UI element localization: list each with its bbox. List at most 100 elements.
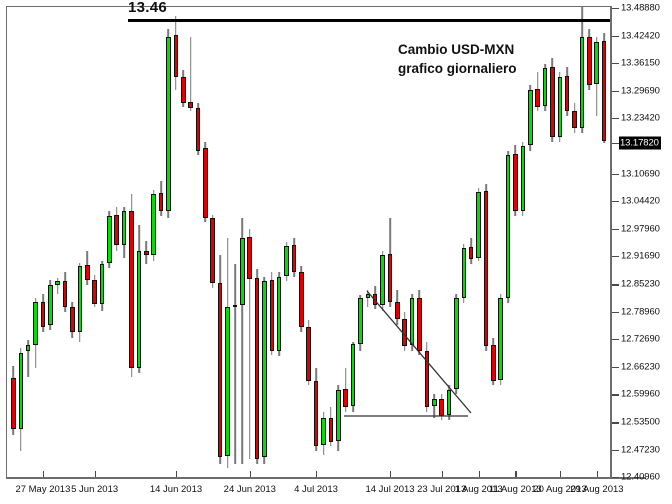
candle-body-bullish bbox=[240, 237, 245, 305]
price-tick bbox=[612, 256, 619, 258]
candlestick bbox=[454, 294, 459, 395]
candlestick bbox=[18, 348, 24, 451]
price-tick bbox=[612, 284, 619, 286]
candle-body-bullish bbox=[454, 298, 459, 389]
candle-body-bearish bbox=[203, 148, 208, 218]
price-axis-label: 13.04420 bbox=[621, 195, 660, 207]
candle-body-bearish bbox=[513, 154, 518, 212]
candlestick bbox=[587, 28, 592, 90]
price-axis-label: 12.72690 bbox=[621, 333, 660, 345]
candlestick bbox=[572, 102, 577, 134]
candlestick bbox=[417, 289, 422, 355]
price-axis-label: 13.42420 bbox=[621, 30, 660, 42]
candle-wick bbox=[241, 217, 244, 464]
date-axis-label: 27 May 2013 bbox=[15, 484, 71, 495]
candlestick bbox=[33, 297, 38, 369]
price-tick bbox=[612, 118, 619, 120]
candle-body-bullish bbox=[557, 76, 563, 137]
candle-body-bullish bbox=[99, 263, 105, 304]
candlestick bbox=[195, 102, 201, 155]
candlestick bbox=[328, 407, 334, 447]
candle-wick bbox=[189, 37, 192, 112]
candlestick bbox=[276, 272, 282, 356]
candle-wick bbox=[248, 228, 251, 460]
candle-body-bearish bbox=[387, 254, 393, 302]
candle-body-bullish bbox=[431, 399, 437, 407]
candlestick bbox=[254, 268, 260, 464]
candle-body-bearish bbox=[195, 107, 201, 151]
price-tick bbox=[612, 35, 619, 37]
price-axis-label: 12.91690 bbox=[621, 250, 660, 262]
candlestick bbox=[262, 276, 267, 464]
price-axis-label: 12.66230 bbox=[621, 361, 660, 373]
price-tick bbox=[612, 173, 619, 175]
candlestick bbox=[527, 85, 533, 151]
candlestick bbox=[240, 217, 245, 464]
candlestick bbox=[579, 6, 585, 134]
candlestick bbox=[365, 289, 371, 308]
date-tick bbox=[175, 471, 178, 477]
date-axis-label: 5 Jun 2013 bbox=[71, 484, 119, 495]
candlestick bbox=[372, 286, 378, 310]
resistance-price-label: 13.46 bbox=[128, 0, 168, 17]
candlestick bbox=[55, 278, 60, 295]
candlestick bbox=[173, 15, 179, 90]
candle-wick bbox=[367, 289, 369, 308]
price-axis-label: 12.59960 bbox=[621, 388, 660, 400]
candlestick bbox=[358, 294, 363, 351]
candlestick bbox=[114, 207, 120, 251]
date-tick bbox=[316, 471, 318, 477]
candle-body-bullish bbox=[579, 37, 585, 128]
candle-body-bullish bbox=[380, 254, 385, 305]
price-tick bbox=[612, 200, 619, 203]
candle-body-bearish bbox=[62, 281, 68, 308]
candle-body-bullish bbox=[527, 89, 533, 146]
candle-body-bearish bbox=[210, 217, 216, 284]
price-tick bbox=[612, 229, 619, 231]
candlestick bbox=[144, 241, 149, 264]
candle-wick bbox=[27, 339, 29, 377]
candle-body-bearish bbox=[313, 381, 319, 447]
candle-body-bearish bbox=[299, 272, 304, 327]
price-tick bbox=[612, 311, 619, 313]
date-tick bbox=[389, 471, 392, 477]
date-tick bbox=[478, 471, 480, 477]
candlestick bbox=[542, 63, 548, 112]
price-axis-label: 12.47230 bbox=[621, 444, 660, 456]
candlestick bbox=[476, 187, 481, 262]
candle-body-bearish bbox=[70, 307, 75, 333]
candlestick bbox=[335, 385, 341, 451]
candlestick bbox=[284, 241, 289, 282]
candlestick bbox=[431, 394, 437, 419]
candlestick bbox=[166, 28, 171, 218]
candlestick bbox=[594, 37, 599, 116]
date-tick bbox=[249, 471, 251, 477]
date-axis-label: 11 Aug 2013 bbox=[488, 484, 542, 495]
candlestick bbox=[99, 261, 105, 312]
price-tick bbox=[612, 367, 619, 369]
price-axis-label: 13.36150 bbox=[621, 57, 660, 69]
candle-body-bearish bbox=[439, 399, 444, 416]
candle-body-bullish bbox=[48, 285, 53, 326]
candlestick bbox=[380, 250, 385, 312]
candle-body-bearish bbox=[158, 193, 164, 212]
candle-body-bearish bbox=[417, 297, 422, 351]
candlestick bbox=[601, 33, 607, 143]
candlestick bbox=[151, 189, 156, 262]
candlestick bbox=[11, 365, 16, 436]
date-tick bbox=[42, 471, 45, 477]
candle-body-bullish bbox=[107, 215, 112, 263]
candlestick bbox=[136, 224, 142, 374]
plot-area bbox=[6, 6, 610, 478]
candle-body-bullish bbox=[409, 298, 415, 346]
candlestick bbox=[321, 411, 326, 456]
price-tick bbox=[612, 422, 619, 424]
candle-body-bullish bbox=[18, 353, 24, 430]
candle-body-bullish bbox=[55, 281, 60, 286]
date-axis-label: 14 Jul 2013 bbox=[365, 484, 415, 495]
candlestick bbox=[505, 150, 511, 303]
date-axis-label: 4 Jul 2013 bbox=[294, 484, 338, 495]
date-axis-label: 20 Aug 2013 bbox=[533, 484, 587, 495]
date-tick bbox=[596, 471, 598, 477]
